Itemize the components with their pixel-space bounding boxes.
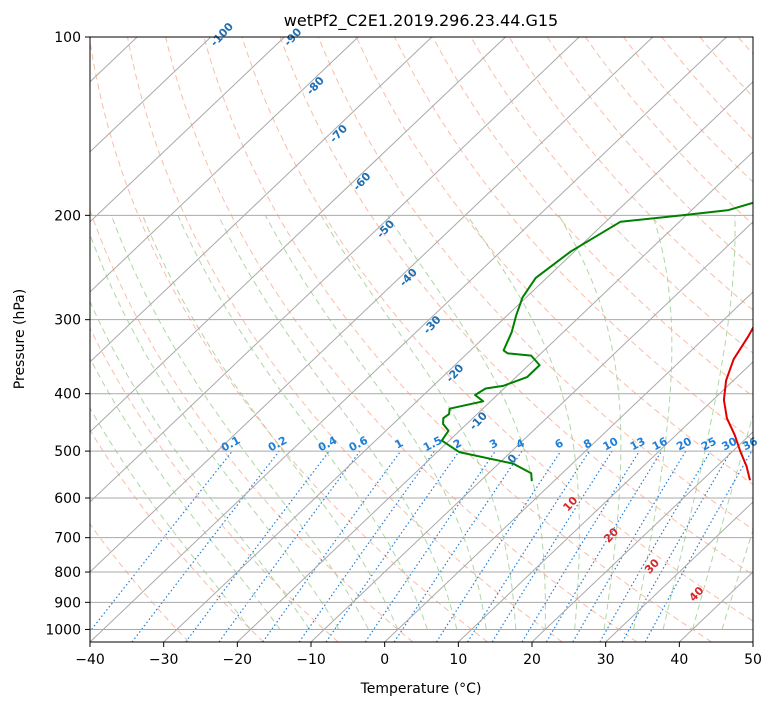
x-tick-label: 10 — [449, 652, 467, 668]
y-tick-label: 100 — [54, 30, 81, 46]
y-tick-label: 800 — [54, 565, 81, 581]
x-tick-label: −10 — [296, 652, 326, 668]
isotherm-line — [90, 37, 654, 573]
y-tick-label: 700 — [54, 531, 81, 547]
mixing-ratio-line — [325, 450, 460, 642]
isotherm-line — [236, 151, 753, 642]
x-tick-label: −40 — [75, 652, 105, 668]
mixing-ratio-line — [364, 450, 496, 642]
isotherm-line — [531, 431, 753, 642]
moist-adiabat-line — [177, 215, 428, 630]
mixing-ratio-line — [185, 450, 330, 642]
y-axis-title: Pressure (hPa) — [12, 289, 28, 389]
mixing-ratio-line — [521, 450, 640, 642]
mixing-ratio-label: 36 — [740, 435, 760, 454]
x-axis: −40 −30 −20 −10 0 10 20 30 40 50 — [75, 642, 762, 668]
mixing-ratio-label: 25 — [699, 435, 719, 454]
x-tick-label: 0 — [380, 652, 389, 668]
isotherm-line — [310, 221, 753, 642]
isotherm-line — [90, 37, 433, 363]
profiles — [440, 201, 753, 482]
dry-adiabat-line — [165, 37, 638, 642]
x-tick-label: 50 — [744, 652, 762, 668]
mixing-ratio-label: 16 — [650, 434, 670, 453]
isotherm-line — [90, 37, 359, 293]
plot-frame — [89, 36, 754, 643]
dry-adiabat-line — [432, 37, 753, 398]
mixing-ratio-lines — [90, 450, 753, 642]
isotherm-line — [457, 361, 753, 642]
dry-adiabat-line — [241, 37, 753, 622]
mixing-ratio-label: 20 — [674, 435, 694, 454]
dry-adiabat-line — [508, 37, 753, 311]
y-tick-label: 900 — [54, 595, 81, 611]
mixing-ratio-line — [298, 450, 435, 642]
isotherm-line — [90, 37, 285, 223]
dry-adiabat-line — [90, 327, 339, 642]
chart-title: wetPf2_C2E1.2019.296.23.44.G15 — [284, 11, 558, 31]
isotherm-line — [90, 37, 212, 153]
moist-adiabat-line — [110, 215, 369, 630]
isotherm-line — [605, 501, 753, 642]
mixing-ratio-line — [218, 450, 361, 642]
x-tick-label: 40 — [670, 652, 688, 668]
isobar-grid — [90, 37, 753, 630]
y-axis: 100 200 300 400 500 600 700 800 900 1000 — [45, 30, 90, 638]
x-tick-label: −20 — [223, 652, 253, 668]
y-tick-label: 200 — [54, 208, 81, 224]
mixing-ratio-line — [262, 450, 402, 642]
isotherm-line — [163, 81, 753, 642]
dry-adiabat-line — [470, 37, 753, 354]
mixing-ratio-label: 10 — [601, 435, 621, 454]
mixing-ratio-label: 30 — [720, 435, 740, 454]
mixing-ratio-line — [545, 450, 663, 642]
x-tick-label: −30 — [149, 652, 179, 668]
isotherm-line — [90, 37, 727, 642]
x-axis-title: Temperature (°C) — [360, 681, 482, 697]
dry-adiabat-line — [127, 37, 563, 642]
isotherm-line — [384, 291, 753, 642]
y-tick-label: 1000 — [45, 622, 81, 638]
y-tick-label: 500 — [54, 444, 81, 460]
dry-adiabat-line — [279, 37, 753, 576]
y-tick-label: 300 — [54, 313, 81, 329]
dry-adiabat-line — [90, 38, 488, 642]
isotherm-line — [90, 37, 580, 503]
mixing-ratio-label: 13 — [628, 435, 648, 454]
isotherm-line — [90, 37, 506, 433]
dry-adiabat-line — [394, 37, 753, 441]
temperature-profile-line — [722, 325, 753, 481]
dry-adiabat-line — [355, 37, 753, 486]
x-tick-label: 20 — [523, 652, 541, 668]
mixing-ratio-line — [621, 450, 732, 642]
mixing-ratio-line — [435, 450, 562, 642]
dewpoint-profile-line — [440, 201, 753, 482]
x-tick-label: 30 — [597, 652, 615, 668]
mixing-ratio-line — [467, 450, 590, 642]
y-tick-label: 400 — [54, 387, 81, 403]
y-tick-label: 600 — [54, 491, 81, 507]
isotherm-grid — [90, 37, 753, 642]
